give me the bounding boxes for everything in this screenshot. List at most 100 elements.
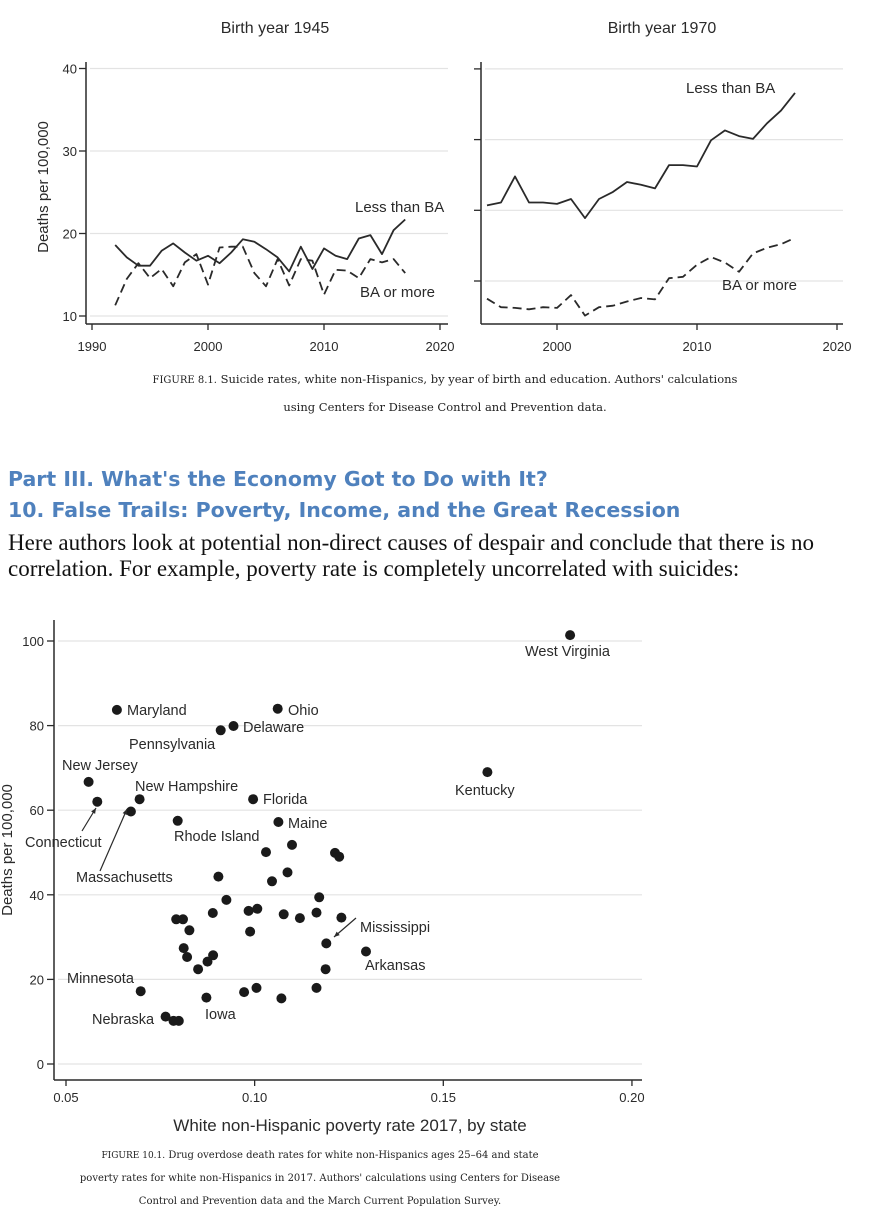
data-point bbox=[311, 907, 322, 918]
point-label: Iowa bbox=[205, 1007, 237, 1023]
x-tick-label: 0.20 bbox=[619, 1090, 644, 1105]
figure-label: FIGURE 8.1. bbox=[152, 375, 217, 386]
series-label: Less than BA bbox=[686, 80, 775, 97]
data-point bbox=[239, 987, 250, 998]
series-line-ba-or-more bbox=[486, 237, 796, 317]
y-tick-label: 100 bbox=[22, 634, 44, 649]
data-point bbox=[287, 839, 297, 850]
point-label: Florida bbox=[263, 792, 308, 808]
data-point bbox=[92, 796, 103, 807]
scatter-y-axis-label: Deaths per 100,000 bbox=[0, 784, 16, 916]
data-point bbox=[215, 725, 226, 736]
data-point bbox=[314, 892, 325, 903]
data-point bbox=[334, 851, 345, 862]
data-point bbox=[208, 950, 219, 961]
data-point bbox=[178, 914, 188, 925]
point-label: New Jersey bbox=[62, 758, 138, 774]
x-tick-label: 0.15 bbox=[431, 1090, 456, 1105]
series-line-ba-or-more bbox=[114, 245, 406, 306]
x-tick-label: 2010 bbox=[310, 339, 339, 354]
caption-text: Drug overdose death rates for white non-… bbox=[168, 1150, 539, 1161]
data-point bbox=[336, 912, 347, 923]
point-label: Maine bbox=[288, 816, 328, 832]
series-label: BA or more bbox=[360, 284, 435, 301]
figure-8-1-charts: Birth year 1945 Birth year 1970 Deaths p… bbox=[35, 20, 851, 355]
data-point bbox=[294, 913, 305, 924]
point-label: Massachusetts bbox=[76, 870, 173, 886]
y-tick-label: 80 bbox=[30, 719, 44, 734]
annotation-arrow bbox=[99, 808, 128, 872]
data-point bbox=[278, 909, 289, 920]
data-point bbox=[184, 925, 195, 936]
series-line-less-than-ba bbox=[486, 92, 796, 220]
data-point bbox=[202, 956, 213, 967]
data-point bbox=[168, 1015, 179, 1026]
data-point bbox=[178, 943, 189, 954]
y-tick-label: 10 bbox=[63, 309, 77, 324]
chart-title-1970: Birth year 1970 bbox=[608, 20, 717, 37]
data-point bbox=[213, 871, 224, 882]
data-point bbox=[182, 952, 193, 962]
y-axis-label-1945: Deaths per 100,000 bbox=[35, 121, 52, 253]
x-tick-label: 2000 bbox=[194, 339, 223, 354]
chart-title-1945: Birth year 1945 bbox=[221, 20, 330, 37]
annotation-arrow bbox=[81, 807, 97, 832]
figure-10-1-caption-line3: Control and Prevention data and the Marc… bbox=[138, 1196, 502, 1207]
data-point bbox=[565, 630, 576, 641]
figure-label: FIGURE 10.1. bbox=[101, 1151, 166, 1161]
series-line-less-than-ba bbox=[114, 218, 406, 273]
x-tick-label: 0.05 bbox=[53, 1090, 78, 1105]
data-point bbox=[134, 794, 145, 805]
data-point bbox=[248, 794, 259, 805]
figure-10-1-caption-line1: FIGURE 10.1. Drug overdose death rates f… bbox=[0, 1150, 640, 1161]
data-point bbox=[171, 914, 182, 925]
chart-1945: 10 20 30 40 1990 2000 2010 2020 Less than BA BA o… bbox=[63, 62, 455, 355]
y-tick-label: 60 bbox=[30, 803, 44, 818]
data-point bbox=[361, 946, 371, 957]
series-label: Less than BA bbox=[355, 199, 444, 216]
annotation-arrow bbox=[333, 917, 357, 938]
chart-1970: 2000 2010 2020 Less than BA BA or more bbox=[474, 62, 851, 354]
data-point bbox=[273, 817, 284, 827]
y-tick-label: 0 bbox=[37, 1057, 44, 1072]
body-paragraph: Here authors look at potential non-direc… bbox=[8, 530, 814, 581]
data-point bbox=[243, 905, 254, 916]
data-point bbox=[207, 908, 218, 918]
data-point bbox=[330, 847, 340, 858]
data-point bbox=[83, 776, 94, 787]
data-point bbox=[321, 938, 332, 949]
point-label: Nebraska bbox=[92, 1012, 155, 1028]
point-label: Pennsylvania bbox=[129, 737, 216, 753]
data-point bbox=[172, 815, 183, 826]
x-tick-label: 1990 bbox=[78, 339, 107, 354]
figure-8-1-caption-line1: FIGURE 8.1. Suicide rates, white non-His… bbox=[0, 372, 890, 386]
chapter-heading: 10. False Trails: Poverty, Income, and t… bbox=[8, 498, 681, 522]
point-label: Ohio bbox=[288, 703, 319, 719]
arrowhead bbox=[122, 809, 127, 815]
point-label: Mississippi bbox=[360, 920, 430, 936]
arrowhead bbox=[334, 931, 340, 937]
x-tick-label: 2010 bbox=[683, 339, 712, 354]
data-point bbox=[245, 926, 256, 937]
scatter-plot: 0 20 40 60 80 100 0.05 0.10 0.15 0.20 West Virgini… bbox=[22, 620, 645, 1105]
data-point bbox=[482, 767, 493, 778]
y-tick-label: 20 bbox=[63, 227, 77, 242]
part-heading: Part III. What's the Economy Got to Do w… bbox=[8, 467, 548, 491]
data-point bbox=[193, 964, 204, 975]
data-point bbox=[228, 721, 239, 731]
point-label: Rhode Island bbox=[174, 829, 259, 845]
series-label: BA or more bbox=[722, 277, 797, 294]
point-label: Arkansas bbox=[365, 958, 425, 974]
point-label: Delaware bbox=[243, 720, 304, 736]
data-point bbox=[251, 982, 262, 993]
data-point bbox=[135, 986, 146, 997]
y-tick-label: 30 bbox=[63, 144, 77, 159]
figure-8-1-caption-line2: using Centers for Disease Control and Pr… bbox=[283, 400, 607, 414]
point-label: West Virginia bbox=[525, 644, 611, 660]
data-point bbox=[282, 867, 293, 878]
data-point bbox=[160, 1011, 171, 1022]
x-tick-label: 2020 bbox=[823, 339, 852, 354]
data-point bbox=[272, 703, 283, 714]
data-point bbox=[111, 704, 122, 715]
arrowhead bbox=[91, 808, 96, 814]
